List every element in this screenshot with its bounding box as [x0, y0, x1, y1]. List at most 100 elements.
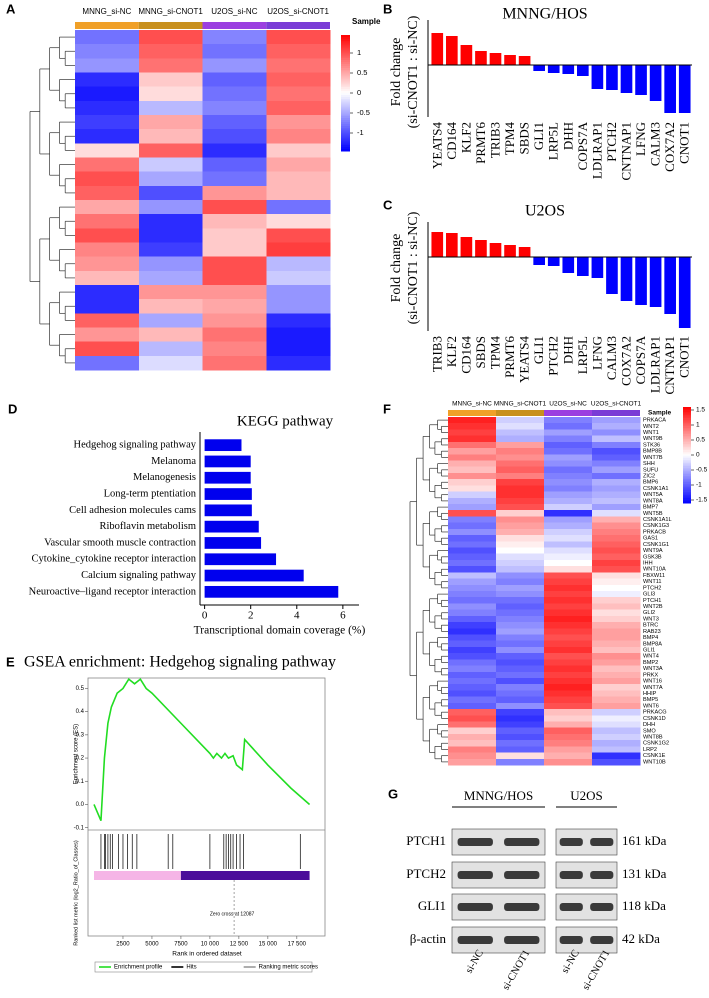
row-label: FBXW11 [643, 573, 665, 579]
heatmap-cell [138, 58, 203, 73]
legend-label: Enrichment profile [114, 965, 163, 971]
row-label: BMP8B [643, 449, 662, 455]
heatmap-cell [544, 733, 593, 741]
colorbar-tick-label: -0.5 [696, 467, 708, 474]
heatmap-cell [448, 615, 497, 623]
heatmap-cell [496, 665, 545, 673]
row-label: PRKACA [643, 418, 666, 424]
bar [635, 65, 647, 95]
colorbar-step [341, 91, 350, 94]
bar [204, 569, 304, 582]
heatmap-cell [544, 684, 593, 691]
heatmap-cell [496, 603, 545, 611]
row-label: CSNK1A1L [643, 517, 672, 523]
heatmap-cell [266, 185, 331, 201]
heatmap-cell [544, 454, 593, 461]
sample-bar [138, 22, 203, 29]
class-bar [94, 871, 181, 880]
heatmap-cell [496, 634, 545, 642]
heatmap-cell [75, 115, 140, 130]
x-tick-label: GLI1 [531, 122, 546, 150]
row-label: WNT5A [643, 492, 663, 498]
bar [606, 257, 618, 294]
colorbar-tick-label: -0.5 [357, 108, 370, 117]
colorbar-step [683, 482, 691, 485]
heatmap-cell [496, 578, 545, 586]
colorbar-step [683, 427, 691, 430]
colorbar-step [341, 98, 350, 102]
heatmap-cell [544, 547, 593, 555]
heatmap-cell [496, 516, 545, 524]
heatmap-cell [202, 355, 267, 371]
heatmap-cell [496, 485, 545, 492]
x-tick-label: 17 500 [288, 942, 307, 948]
x-tick-label: PRMT6 [473, 122, 488, 164]
chart-title: GSEA enrichment: Hedgehog signaling path… [24, 654, 336, 671]
row-label: WNT9A [643, 548, 663, 554]
heatmap-cell [448, 696, 497, 704]
heatmap-cell [138, 299, 203, 314]
heatmap-cell [448, 504, 497, 511]
heatmap-cell [266, 86, 331, 102]
blot-band [457, 838, 493, 846]
heatmap-cell [496, 696, 545, 704]
row-label: SMO [643, 728, 656, 734]
x-tick-label: 0 [202, 610, 208, 622]
row-label: BTRC [643, 623, 658, 629]
column-label: U2OS_si-CNOT1 [267, 7, 329, 16]
heatmap-cell [544, 646, 593, 654]
colorbar-step [341, 50, 350, 53]
heatmap-cell [448, 448, 497, 455]
heatmap-cell [138, 185, 203, 201]
heatmap-cell [544, 528, 593, 536]
colorbar-tick-label: -1 [357, 128, 364, 137]
y-tick-label: -0.1 [74, 825, 85, 831]
colorbar-step [683, 407, 691, 409]
colorbar-step [341, 71, 350, 74]
heatmap-cell [496, 448, 545, 455]
colorbar-step [683, 421, 691, 424]
legend-title: Sample [648, 410, 672, 417]
heatmap-cell [448, 634, 497, 642]
colorbar-step [683, 424, 691, 427]
heatmap-cell [448, 460, 497, 468]
heatmap-cell [544, 671, 593, 679]
heatmap-cell [138, 313, 203, 328]
colorbar-step [341, 149, 350, 152]
heatmap-cell [592, 709, 641, 716]
colorbar-step [683, 408, 691, 411]
x-tick-label: 2500 [116, 942, 130, 948]
row-label: RAB23 [643, 629, 661, 635]
x-tick-label: KLF2 [444, 336, 459, 367]
colorbar-tick-label: 0.5 [357, 68, 367, 77]
panel-letter: F [383, 401, 391, 416]
heatmap-cell [544, 603, 593, 611]
heatmap-cell [592, 671, 641, 679]
sample-bar [544, 410, 592, 416]
heatmap-cell [592, 597, 641, 604]
heatmap-cell [496, 479, 545, 486]
heatmap-cell [592, 479, 641, 486]
heatmap-cell [592, 578, 641, 586]
annotation: Zero cross at 12087 [210, 911, 255, 917]
colorbar-step [341, 81, 350, 84]
colorbar-step [683, 458, 691, 461]
blot-band [504, 903, 540, 911]
heatmap-cell [496, 472, 545, 480]
heatmap-cell [544, 448, 593, 455]
heatmap-cell [138, 256, 203, 272]
y-axis-label: (si-CNOT1 : si-NC) [406, 211, 421, 324]
heatmap-cell [202, 157, 267, 173]
x-tick-label: SBDS [517, 122, 532, 155]
legend-title: Sample [352, 17, 381, 26]
bar [204, 471, 251, 484]
colorbar-tick-label: 0 [357, 88, 361, 97]
heatmap-cell [592, 640, 641, 648]
heatmap-cell [448, 441, 497, 449]
heatmap-cell [592, 566, 641, 573]
row-label: WNT10B [643, 759, 666, 765]
colorbar-step [683, 437, 691, 440]
heatmap-cell [448, 553, 497, 561]
heatmap-cell [496, 628, 545, 635]
y-tick-label: Cytokine_cytokine receptor interaction [32, 554, 197, 565]
